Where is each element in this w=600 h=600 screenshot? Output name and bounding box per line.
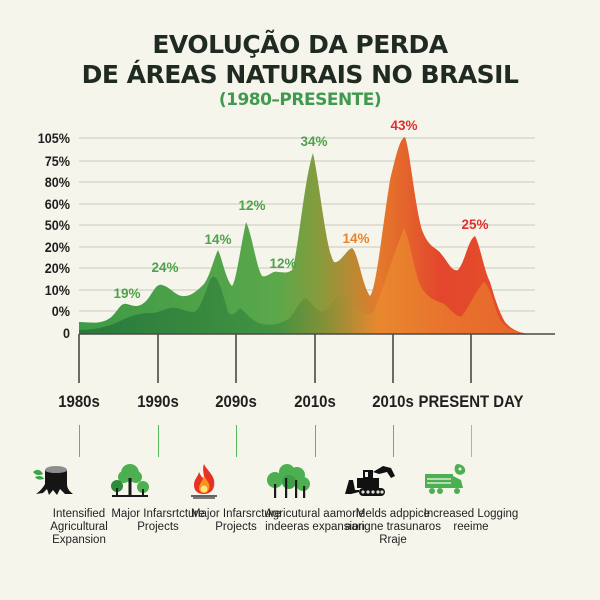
- peak-label: 19%: [113, 286, 141, 301]
- peak-label: 14%: [204, 232, 232, 247]
- chart-title-line-1: EVOLUÇÃO DA PERDA: [152, 30, 448, 59]
- timeline-connector: [471, 425, 472, 457]
- timeline-connector: [158, 425, 159, 457]
- peak-label: 24%: [151, 260, 179, 275]
- timeline-connector: [79, 425, 80, 457]
- x-tick-label: 2010s: [372, 392, 414, 411]
- chart-subtitle: (1980–PRESENTE): [218, 90, 382, 110]
- chart-title-line-2: DE ÁREAS NATURAIS NO BRASIL: [81, 60, 519, 89]
- tree-stump-icon: [29, 462, 129, 502]
- peak-label: 12%: [238, 198, 266, 213]
- event-label: Intensified Agricultural Expansion: [50, 508, 108, 546]
- y-tick-label: 0: [62, 325, 70, 341]
- logging-truck-icon: [421, 462, 521, 502]
- y-tick-label: 50%: [44, 217, 70, 233]
- x-axis: [78, 333, 555, 383]
- x-tick-label: 1980s: [58, 392, 100, 411]
- y-tick-label: 0%: [51, 303, 70, 319]
- peak-label: 34%: [300, 134, 328, 149]
- bulldozer-icon: [343, 462, 443, 502]
- peak-label: 43%: [390, 118, 418, 133]
- timeline-event: Intensified Agricultural Expansion: [29, 462, 129, 547]
- x-tick-label: 1990s: [137, 392, 179, 411]
- y-tick-label: 60%: [44, 196, 70, 212]
- peak-label: 12%: [269, 256, 297, 271]
- area-series-front: [79, 137, 535, 334]
- event-label: Major Infarsrcture Projects: [190, 508, 282, 533]
- timeline-connector: [315, 425, 316, 457]
- event-label: Melds adppice aarigne trasunaros Rraje: [345, 508, 441, 546]
- event-label: Increased Logging reeime: [423, 508, 519, 533]
- y-tick-label: 80%: [44, 174, 70, 190]
- timeline-event: Major Infarsrcture Projects: [186, 462, 286, 534]
- timeline-event: Agricutural aamorle indeeras expansion: [265, 462, 365, 534]
- forest-icon: [265, 462, 365, 502]
- area-series-back: [79, 228, 535, 334]
- peak-label: 14%: [342, 231, 370, 246]
- x-tick-label: PRESENT DAY: [418, 392, 524, 411]
- timeline-connector: [393, 425, 394, 457]
- y-tick-label: 105%: [37, 130, 70, 146]
- y-tick-label: 10%: [44, 282, 70, 298]
- timeline-event: Major Infarsrtcture Projects: [108, 462, 208, 534]
- y-tick-label: 75%: [44, 153, 70, 169]
- x-tick-label: 2090s: [215, 392, 257, 411]
- timeline-connector: [236, 425, 237, 457]
- timeline-event: Melds adppice aarigne trasunaros Rraje: [343, 462, 443, 547]
- y-tick-label: 20%: [44, 239, 70, 255]
- y-tick-label: 20%: [44, 260, 70, 276]
- peak-label: 25%: [461, 217, 489, 232]
- fire-icon: [186, 462, 286, 502]
- trees-icon: [108, 462, 208, 502]
- event-label: Agricutural aamorle indeeras expansion: [265, 508, 365, 533]
- event-label: Major Infarsrtcture Projects: [111, 508, 205, 533]
- x-tick-label: 2010s: [294, 392, 336, 411]
- timeline-event: Increased Logging reeime: [421, 462, 521, 534]
